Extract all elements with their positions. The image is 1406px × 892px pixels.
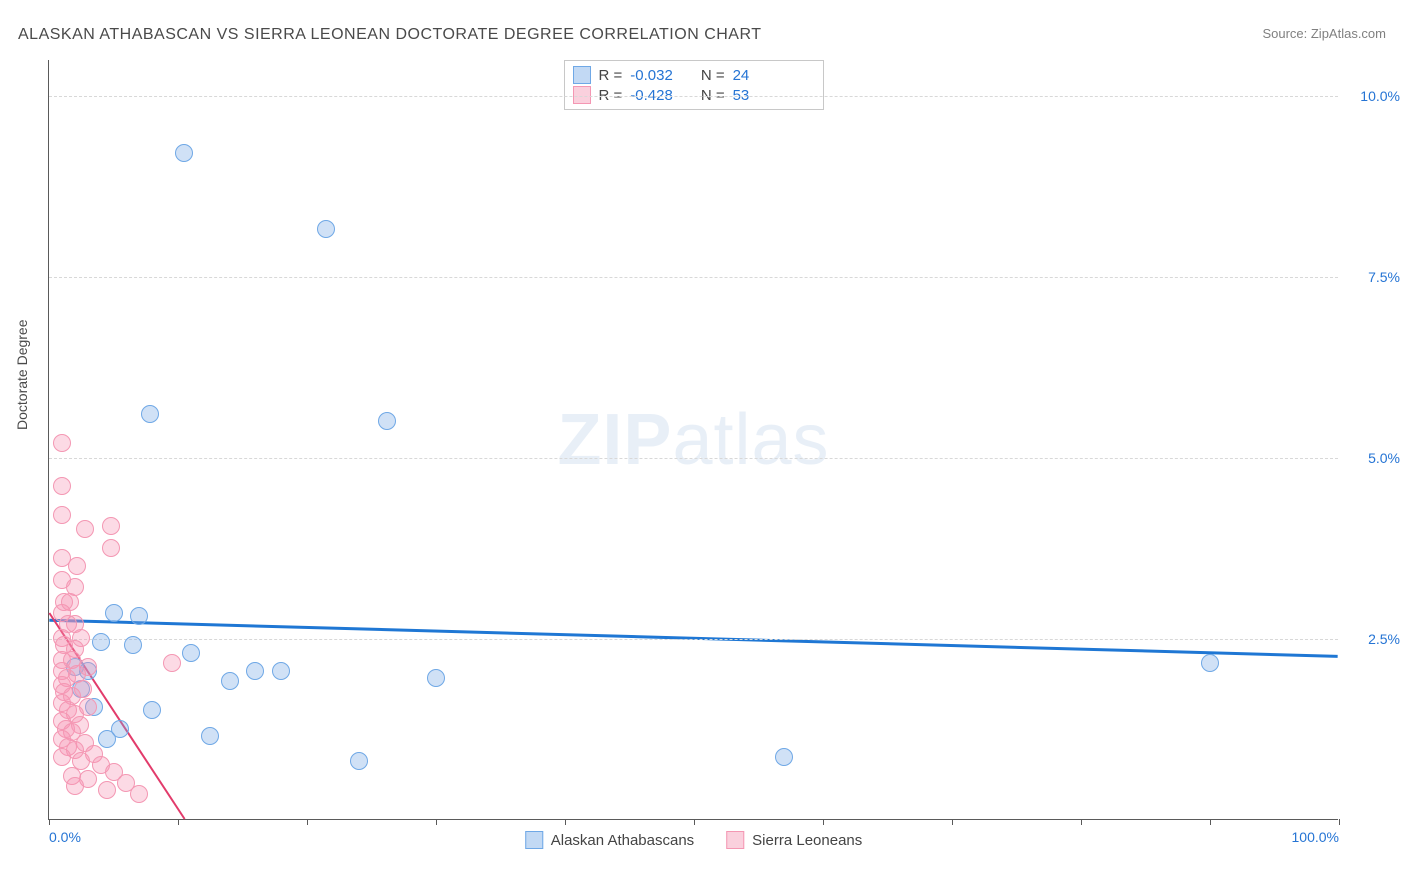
- stats-swatch: [573, 66, 591, 84]
- y-axis-label: Doctorate Degree: [14, 319, 30, 430]
- stats-n-value: 53: [733, 87, 750, 104]
- legend-label: Sierra Leoneans: [752, 832, 862, 849]
- scatter-point: [272, 662, 290, 680]
- scatter-point: [378, 412, 396, 430]
- scatter-point: [775, 748, 793, 766]
- y-tick-label: 5.0%: [1368, 450, 1400, 466]
- stats-n-value: 24: [733, 67, 750, 84]
- scatter-point: [92, 633, 110, 651]
- scatter-point: [98, 781, 116, 799]
- scatter-point: [246, 662, 264, 680]
- trend-lines: [49, 60, 1338, 819]
- stats-r-value: -0.032: [630, 67, 673, 84]
- x-tick: [178, 819, 179, 825]
- gridline: [49, 96, 1338, 97]
- source-name: ZipAtlas.com: [1311, 26, 1386, 41]
- x-tick: [1210, 819, 1211, 825]
- legend-label: Alaskan Athabascans: [551, 832, 694, 849]
- scatter-point: [182, 644, 200, 662]
- x-tick: [307, 819, 308, 825]
- scatter-point: [317, 220, 335, 238]
- scatter-point: [221, 672, 239, 690]
- source-label: Source:: [1262, 26, 1310, 41]
- stats-n-label: N =: [701, 67, 725, 84]
- y-tick-label: 7.5%: [1368, 269, 1400, 285]
- x-tick: [436, 819, 437, 825]
- stats-row: R = -0.428 N = 53: [573, 85, 813, 105]
- gridline: [49, 458, 1338, 459]
- watermark: ZIPatlas: [557, 399, 829, 481]
- scatter-point: [66, 777, 84, 795]
- x-tick: [823, 819, 824, 825]
- x-tick: [952, 819, 953, 825]
- stats-swatch: [573, 86, 591, 104]
- scatter-point: [124, 636, 142, 654]
- scatter-point: [53, 506, 71, 524]
- scatter-point: [175, 144, 193, 162]
- x-tick: [1081, 819, 1082, 825]
- watermark-bold: ZIP: [557, 400, 672, 480]
- scatter-point: [68, 557, 86, 575]
- x-tick: [49, 819, 50, 825]
- scatter-point: [1201, 654, 1219, 672]
- legend-item: Alaskan Athabascans: [525, 831, 694, 849]
- legend-swatch: [525, 831, 543, 849]
- source-attribution: Source: ZipAtlas.com: [1262, 26, 1386, 41]
- x-tick: [565, 819, 566, 825]
- scatter-point: [102, 517, 120, 535]
- legend: Alaskan Athabascans Sierra Leoneans: [525, 831, 863, 849]
- stats-r-label: R =: [599, 67, 623, 84]
- scatter-point: [143, 701, 161, 719]
- scatter-point: [350, 752, 368, 770]
- scatter-point: [201, 727, 219, 745]
- scatter-point: [427, 669, 445, 687]
- scatter-point: [163, 654, 181, 672]
- y-tick-label: 10.0%: [1360, 88, 1400, 104]
- legend-item: Sierra Leoneans: [726, 831, 862, 849]
- watermark-light: atlas: [672, 400, 829, 480]
- x-tick-label: 0.0%: [49, 829, 81, 845]
- stats-box: R = -0.032 N = 24 R = -0.428 N = 53: [564, 60, 824, 110]
- scatter-chart: ZIPatlas R =-0.032N =24R =-0.428N =53 Al…: [48, 60, 1338, 820]
- scatter-point: [53, 434, 71, 452]
- scatter-point: [53, 748, 71, 766]
- y-tick-label: 2.5%: [1368, 631, 1400, 647]
- stats-r-label: R =: [599, 87, 623, 104]
- stats-n-label: N =: [701, 87, 725, 104]
- scatter-point: [53, 477, 71, 495]
- gridline: [49, 639, 1338, 640]
- legend-swatch: [726, 831, 744, 849]
- scatter-point: [76, 520, 94, 538]
- x-tick-label: 100.0%: [1292, 829, 1339, 845]
- scatter-point: [105, 604, 123, 622]
- x-tick: [694, 819, 695, 825]
- stats-r-value: -0.428: [630, 87, 673, 104]
- scatter-point: [111, 720, 129, 738]
- scatter-point: [130, 785, 148, 803]
- x-tick: [1339, 819, 1340, 825]
- scatter-point: [102, 539, 120, 557]
- gridline: [49, 277, 1338, 278]
- stats-row: R = -0.032 N = 24: [573, 65, 813, 85]
- chart-title: ALASKAN ATHABASCAN VS SIERRA LEONEAN DOC…: [18, 26, 762, 44]
- scatter-point: [141, 405, 159, 423]
- scatter-point: [130, 607, 148, 625]
